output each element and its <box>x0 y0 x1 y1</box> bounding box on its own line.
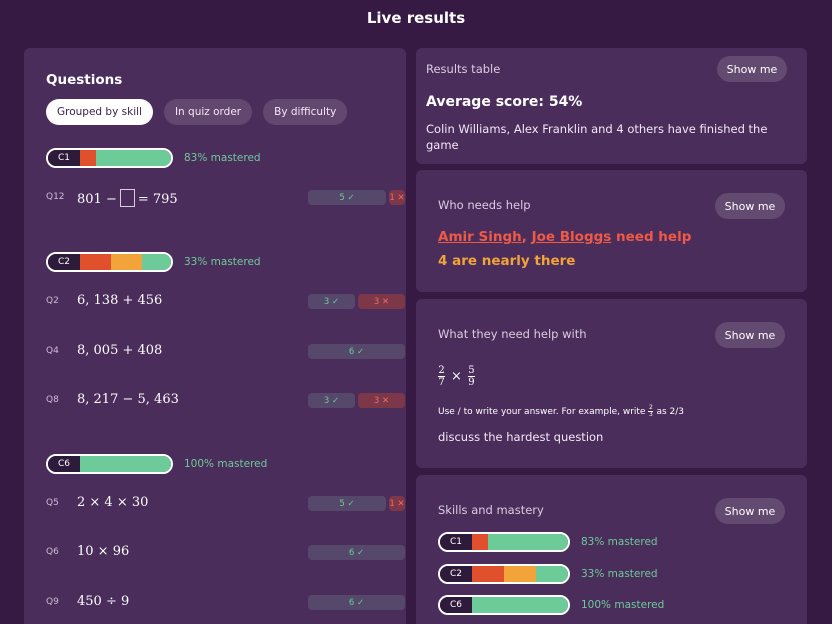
skill-row-c1[interactable]: C1 83% mastered <box>46 148 261 168</box>
wrong-count: 1 ✕ <box>389 496 405 511</box>
nearly-there-text: 4 are nearly there <box>438 253 576 269</box>
question-id: Q6 <box>46 547 59 557</box>
correct-count: 6 ✓ <box>308 545 405 560</box>
answer-blank-box <box>119 189 135 207</box>
question-id: Q4 <box>46 346 59 356</box>
questions-heading: Questions <box>46 72 123 88</box>
help-with-show-me-button[interactable]: Show me <box>715 322 785 348</box>
correct-count: 6 ✓ <box>308 344 405 359</box>
mastery-text: 83% mastered <box>184 152 261 164</box>
correct-count: 3 ✓ <box>308 393 355 408</box>
mastery-bar: C6 <box>46 454 173 474</box>
question-expression: 8, 217 − 5, 463 <box>77 392 179 407</box>
question-row-q2[interactable]: Q2 6, 138 + 456 3 ✓ 3 ✕ <box>46 292 405 312</box>
wrong-count: 3 ✕ <box>358 294 405 309</box>
mastery-bar: C2 <box>438 564 570 584</box>
tab-in-quiz-order[interactable]: In quiz order <box>163 99 253 125</box>
mastery-bar: C1 <box>46 148 173 168</box>
question-row-q5[interactable]: Q5 2 × 4 × 30 5 ✓ 1 ✕ <box>46 494 405 514</box>
mastery-text: 83% mastered <box>581 536 658 548</box>
who-needs-help-card: Who needs help Show me Amir Singh, Joe B… <box>416 170 807 292</box>
question-expression: 8, 005 + 408 <box>77 343 163 358</box>
answer-instruction: Use / to write your answer. For example,… <box>438 404 685 418</box>
mastery-text: 100% mastered <box>184 458 268 470</box>
mastery-text: 100% mastered <box>581 599 665 611</box>
skills-mastery-show-me-button[interactable]: Show me <box>715 498 785 524</box>
question-expression: 10 × 96 <box>77 544 130 559</box>
correct-count: 5 ✓ <box>308 496 386 511</box>
card-title: Who needs help <box>438 198 531 212</box>
student-link-amir-singh[interactable]: Amir Singh <box>438 229 522 245</box>
skill-row-c1[interactable]: C1 83% mastered <box>438 532 658 552</box>
skill-code: C2 <box>48 254 80 270</box>
questions-panel: Questions Grouped by skill In quiz order… <box>24 48 406 624</box>
discuss-text: discuss the hardest question <box>438 430 604 444</box>
tab-grouped-by-skill[interactable]: Grouped by skill <box>46 99 153 125</box>
needs-help-line: Amir Singh, Joe Bloggs need help <box>438 229 692 245</box>
skill-code: C2 <box>440 566 472 582</box>
question-sort-tabs: Grouped by skill In quiz order By diffic… <box>46 99 348 125</box>
mastery-text: 33% mastered <box>581 568 658 580</box>
correct-count: 5 ✓ <box>308 190 386 205</box>
card-title: What they need help with <box>438 327 587 341</box>
tab-by-difficulty[interactable]: By difficulty <box>263 99 348 125</box>
skill-code: C6 <box>440 597 472 613</box>
question-id: Q8 <box>46 395 59 405</box>
skill-row-c2[interactable]: C2 33% mastered <box>438 564 658 584</box>
question-row-q6[interactable]: Q6 10 × 96 6 ✓ <box>46 543 405 563</box>
question-id: Q12 <box>46 192 65 202</box>
skill-code: C6 <box>48 456 80 472</box>
results-table-card: Results table Show me Average score: 54%… <box>416 48 807 164</box>
skill-row-c2[interactable]: C2 33% mastered <box>46 252 261 272</box>
card-title: Results table <box>426 62 501 76</box>
question-row-q12[interactable]: Q12 801 − = 795 5 ✓ 1 ✕ <box>46 188 405 208</box>
question-row-q4[interactable]: Q4 8, 005 + 408 6 ✓ <box>46 342 405 362</box>
need-help-text: need help <box>616 229 692 245</box>
question-expression: 801 − = 795 <box>77 189 178 207</box>
student-link-joe-bloggs[interactable]: Joe Bloggs <box>531 229 612 245</box>
skill-code: C1 <box>48 150 80 166</box>
card-title: Skills and mastery <box>438 503 544 517</box>
results-table-show-me-button[interactable]: Show me <box>717 56 787 82</box>
correct-count: 3 ✓ <box>308 294 355 309</box>
question-expression: 450 ÷ 9 <box>77 594 130 609</box>
mastery-bar: C2 <box>46 252 173 272</box>
correct-count: 6 ✓ <box>308 595 405 610</box>
wrong-count: 1 ✕ <box>389 190 405 205</box>
finished-text: Colin Williams, Alex Franklin and 4 othe… <box>426 122 768 152</box>
skills-mastery-card: Skills and mastery Show me C1 83% master… <box>416 475 807 624</box>
skill-row-c6[interactable]: C6 100% mastered <box>438 595 664 615</box>
question-row-q9[interactable]: Q9 450 ÷ 9 6 ✓ <box>46 593 405 613</box>
question-expression: 6, 138 + 456 <box>77 293 163 308</box>
mastery-bar: C1 <box>438 532 570 552</box>
who-needs-help-show-me-button[interactable]: Show me <box>715 193 785 219</box>
question-id: Q5 <box>46 498 59 508</box>
mastery-bar: C6 <box>438 595 570 615</box>
question-expression: 2 × 4 × 30 <box>77 495 149 510</box>
question-id: Q2 <box>46 296 59 306</box>
question-row-q8[interactable]: Q8 8, 217 − 5, 463 3 ✓ 3 ✕ <box>46 391 405 411</box>
wrong-count: 3 ✕ <box>358 393 405 408</box>
mastery-text: 33% mastered <box>184 256 261 268</box>
page-title: Live results <box>366 9 466 27</box>
skill-code: C1 <box>440 534 472 550</box>
skill-row-c6[interactable]: C6 100% mastered <box>46 454 267 474</box>
question-id: Q9 <box>46 597 59 607</box>
average-score: Average score: 54% <box>426 94 583 110</box>
